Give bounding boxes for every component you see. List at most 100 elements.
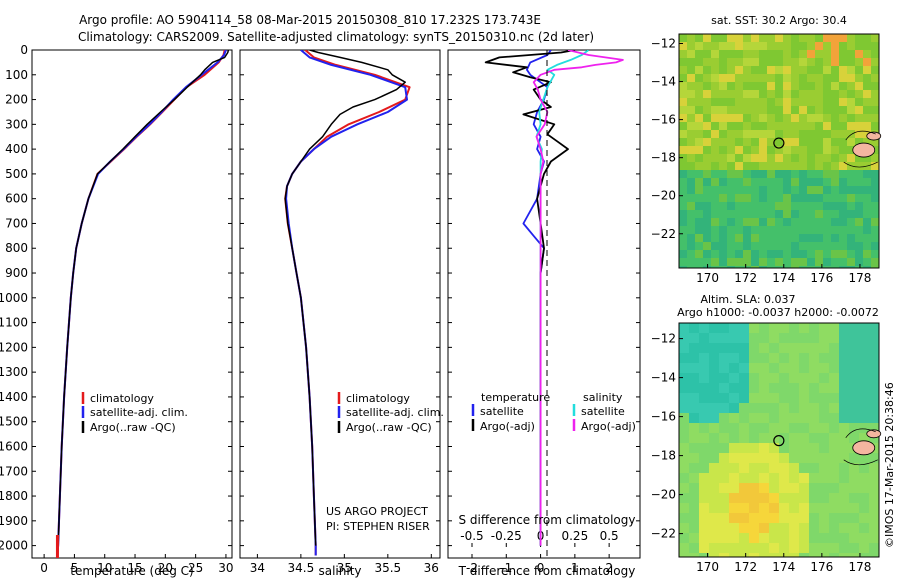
map-cell — [699, 333, 709, 343]
map-x-tick-label: 178 — [848, 560, 871, 574]
map-cell — [743, 202, 751, 210]
map-cell — [839, 543, 849, 553]
map-cell — [807, 74, 815, 82]
map-cell — [819, 503, 829, 513]
map-cell — [855, 234, 863, 242]
map-cell — [735, 146, 743, 154]
map-cell — [739, 333, 749, 343]
map-cell — [689, 443, 699, 453]
map-cell — [719, 210, 727, 218]
map-cell — [719, 333, 729, 343]
map-cell — [689, 513, 699, 523]
map-cell — [871, 42, 879, 50]
map-cell — [815, 106, 823, 114]
map-cell — [727, 226, 735, 234]
map-cell — [709, 473, 719, 483]
map-cell — [779, 363, 789, 373]
map-cell — [759, 383, 769, 393]
map-cell — [775, 138, 783, 146]
map-cell — [743, 250, 751, 258]
map-cell — [809, 443, 819, 453]
map-x-tick-label: 172 — [734, 560, 757, 574]
map-cell — [735, 266, 743, 268]
map-cell — [831, 130, 839, 138]
salinity-xlabel: salinity — [318, 564, 361, 578]
map-cell — [709, 363, 719, 373]
map-cell — [807, 42, 815, 50]
map-cell — [789, 553, 799, 557]
map-cell — [871, 34, 879, 42]
map-cell — [783, 154, 791, 162]
map-cell — [727, 234, 735, 242]
map-cell — [767, 234, 775, 242]
map-cell — [863, 82, 871, 90]
map-cell — [759, 50, 767, 58]
map-cell — [807, 226, 815, 234]
map-cell — [799, 98, 807, 106]
map-cell — [759, 453, 769, 463]
map-cell — [749, 483, 759, 493]
map-cell — [819, 453, 829, 463]
map-cell — [739, 393, 749, 403]
x-tick-label: 30 — [218, 561, 233, 575]
map-cell — [769, 463, 779, 473]
map-cell — [749, 333, 759, 343]
map-cell — [689, 393, 699, 403]
map-cell — [719, 463, 729, 473]
map-cell — [791, 234, 799, 242]
map-cell — [767, 186, 775, 194]
map-cell — [689, 383, 699, 393]
map-cell — [769, 423, 779, 433]
map-cell — [729, 473, 739, 483]
map-cell — [839, 353, 849, 363]
map-cell — [779, 453, 789, 463]
map-cell — [849, 473, 859, 483]
map-cell — [855, 170, 863, 178]
map-cell — [863, 202, 871, 210]
map-cell — [779, 513, 789, 523]
map-cell — [739, 423, 749, 433]
map-cell — [799, 503, 809, 513]
map-cell — [789, 363, 799, 373]
legend-satellite-adj: satellite-adj. clim. — [90, 406, 188, 419]
map-cell — [749, 503, 759, 513]
map-cell — [679, 114, 687, 122]
legend-s-argo: Argo(-adj) — [581, 420, 636, 433]
map-cell — [711, 266, 719, 268]
map-cell — [729, 423, 739, 433]
map-cell — [695, 34, 703, 42]
map-cell — [679, 194, 687, 202]
island-shape — [866, 131, 882, 141]
map-cell — [711, 162, 719, 170]
salinity-series — [284, 50, 411, 556]
map-cell — [847, 58, 855, 66]
map-cell — [719, 266, 727, 268]
map-cell — [831, 90, 839, 98]
map-cell — [679, 403, 689, 413]
map-cell — [679, 513, 689, 523]
map-cell — [863, 58, 871, 66]
map-cell — [751, 130, 759, 138]
map-cell — [863, 258, 871, 266]
map-cell — [847, 154, 855, 162]
map-cell — [855, 258, 863, 266]
map-cell — [727, 82, 735, 90]
map-cell — [779, 533, 789, 543]
map-cell — [727, 162, 735, 170]
map-cell — [789, 373, 799, 383]
map-cell — [767, 130, 775, 138]
map-cell — [735, 250, 743, 258]
map-cell — [759, 393, 769, 403]
map-cell — [689, 333, 699, 343]
map-cell — [815, 218, 823, 226]
map-cell — [855, 218, 863, 226]
map-cell — [839, 130, 847, 138]
salinity-x-axis: 34 34.5 35 35.5 36 — [250, 554, 439, 575]
map-cell — [807, 218, 815, 226]
map-cell — [859, 453, 869, 463]
map-cell — [759, 493, 769, 503]
map-cell — [729, 373, 739, 383]
map-cell — [695, 98, 703, 106]
map-cell — [735, 258, 743, 266]
map-cell — [789, 353, 799, 363]
